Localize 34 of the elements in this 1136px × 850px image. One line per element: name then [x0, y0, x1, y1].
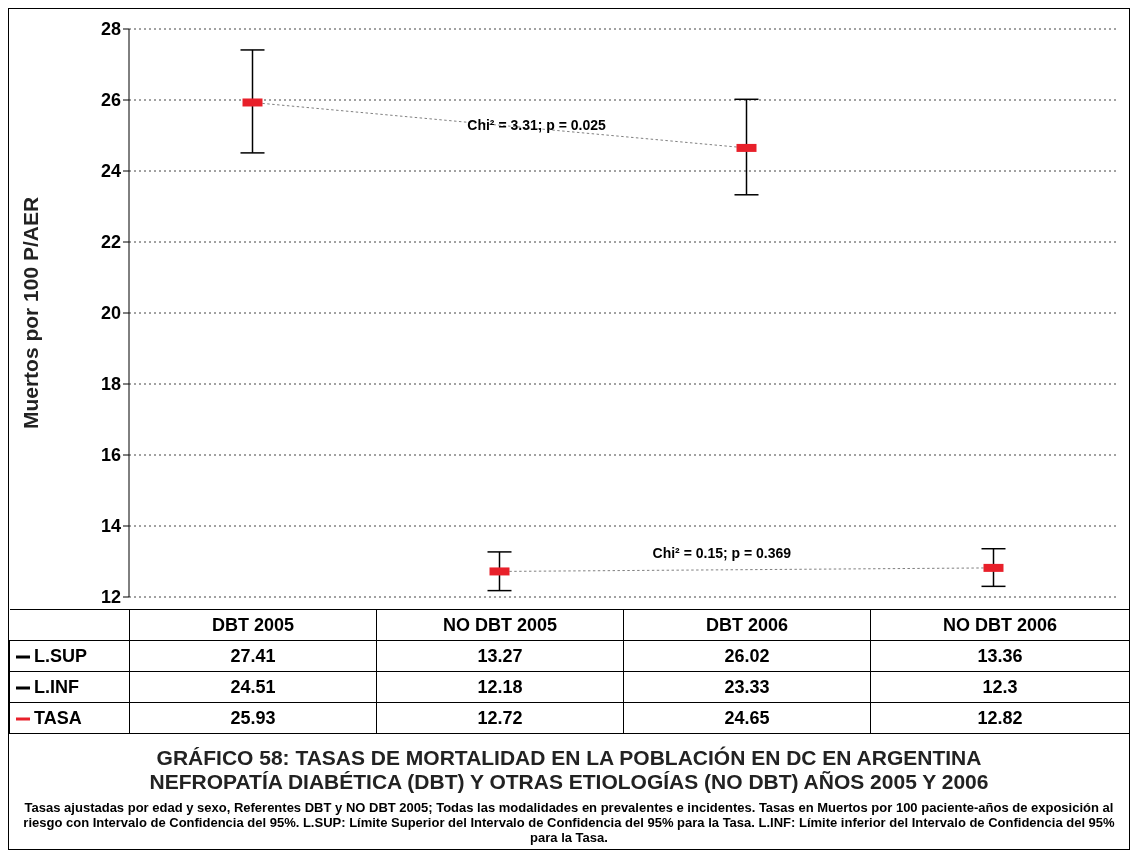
text: L.INF [9, 671, 130, 703]
legend-label: TASA [9, 702, 130, 734]
y-tick-label: 18 [100, 374, 121, 395]
text: 13.27 [376, 640, 624, 672]
y-tick-label: 24 [100, 161, 121, 182]
text: 12.3 [870, 671, 1130, 703]
y-tick-label: 22 [100, 232, 121, 253]
text: 26.02 [623, 640, 871, 672]
text: 23.33 [623, 671, 871, 703]
text: 24.51 [129, 671, 377, 703]
y-axis-title: Muertos por 100 P/AER [19, 196, 43, 430]
y-tick-label: 16 [100, 445, 121, 466]
text: GRÁFICO 58: TASAS DE MORTALIDAD EN LA POBLACIÓN EN DC EN ARGENTINA [155, 746, 983, 770]
text: 27.41 [129, 640, 377, 672]
text: NEFROPATÍA DIABÉTICA (DBT) Y OTRAS ETIOLOGÍAS (NO DBT) AÑOS 2005 Y 2006 [148, 770, 990, 794]
annotation: Chi² = 0.15; p = 0.369 [652, 544, 792, 561]
x-tick-label: NO DBT 2006 [870, 609, 1130, 641]
y-tick-label: 14 [100, 516, 121, 537]
x-tick-label: NO DBT 2005 [376, 609, 624, 641]
y-tick-label: 26 [100, 90, 121, 111]
text: 12.18 [376, 671, 624, 703]
text: 13.36 [870, 640, 1130, 672]
data-label: 24.65 [623, 702, 871, 734]
y-tick-label: 28 [100, 19, 121, 40]
x-tick-label: DBT 2006 [623, 609, 871, 641]
text: L.SUP [9, 640, 130, 672]
y-tick-label: 20 [100, 303, 121, 324]
data-label: 12.72 [376, 702, 624, 734]
y-tick-label: 12 [100, 587, 121, 608]
x-tick-label: DBT 2005 [129, 609, 377, 641]
data-label: 25.93 [129, 702, 377, 734]
annotation: Chi² = 3.31; p = 0.025 [467, 116, 607, 133]
text: Tasas ajustadas por edad y sexo, Referentes DBT y NO DBT 2005; Todas las modalidades en prevalentes e incidentes. Tasas en Muertos por 100 paciente-años de exposición al riesgo con Intervalo de Confidencia del 95%. L.SUP: Límite Superior del Intervalo de Confidencia del 95% para la Tasa. L.INF: Límite inferior del Intervalo de Confidencia del 95% para la Tasa. [22, 800, 1116, 845]
data-label: 12.82 [870, 702, 1130, 734]
